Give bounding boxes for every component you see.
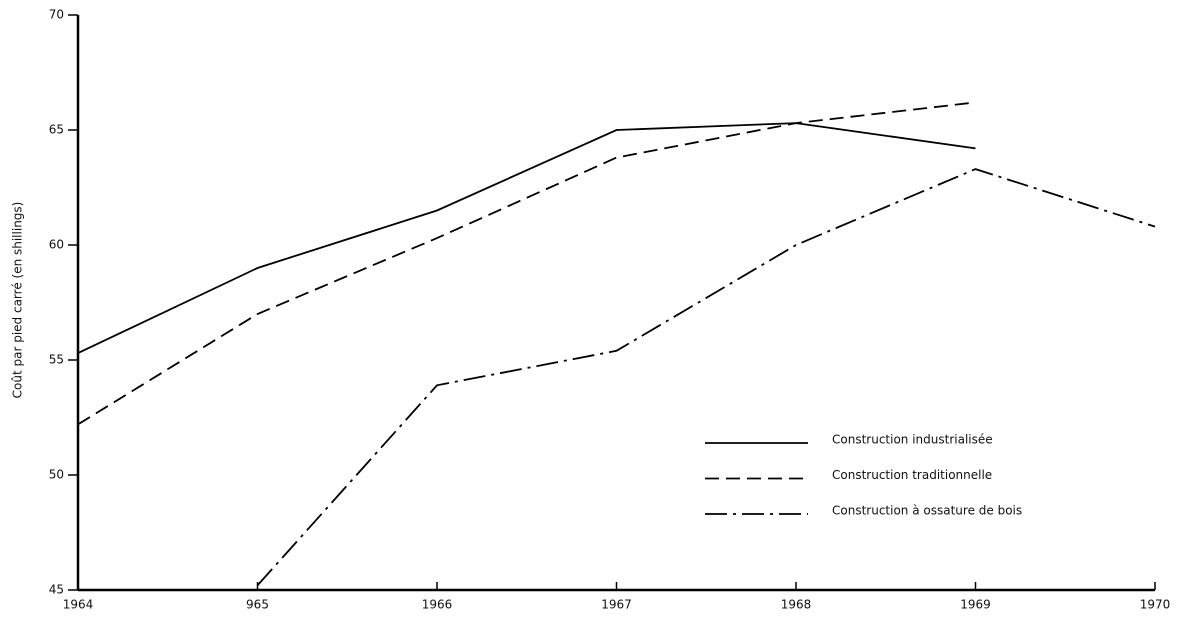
series-line [77,101,976,426]
x-tick-label: 1970 [1140,598,1171,612]
series-line [256,168,1156,587]
y-tick-label: 70 [49,8,64,22]
x-tick-label: 1964 [63,598,94,612]
y-tick-label: 65 [49,123,64,137]
legend-label: Construction à ossature de bois [832,504,1022,518]
y-tick-label: 60 [49,238,64,252]
x-tick-label: 1969 [960,598,991,612]
x-tick-label: 1966 [422,598,453,612]
x-tick-label: 1968 [781,598,812,612]
x-tick-label: 1967 [601,598,632,612]
x-tick-label: 965 [246,598,269,612]
legend-label: Construction industrialisée [832,433,993,447]
legend-label: Construction traditionnelle [832,468,992,482]
y-tick-label: 55 [49,353,64,367]
y-tick-label: 45 [49,583,64,597]
series-line [77,122,976,354]
y-axis-label: Coût par pied carré (en shillings) [11,202,25,399]
y-tick-label: 50 [49,468,64,482]
